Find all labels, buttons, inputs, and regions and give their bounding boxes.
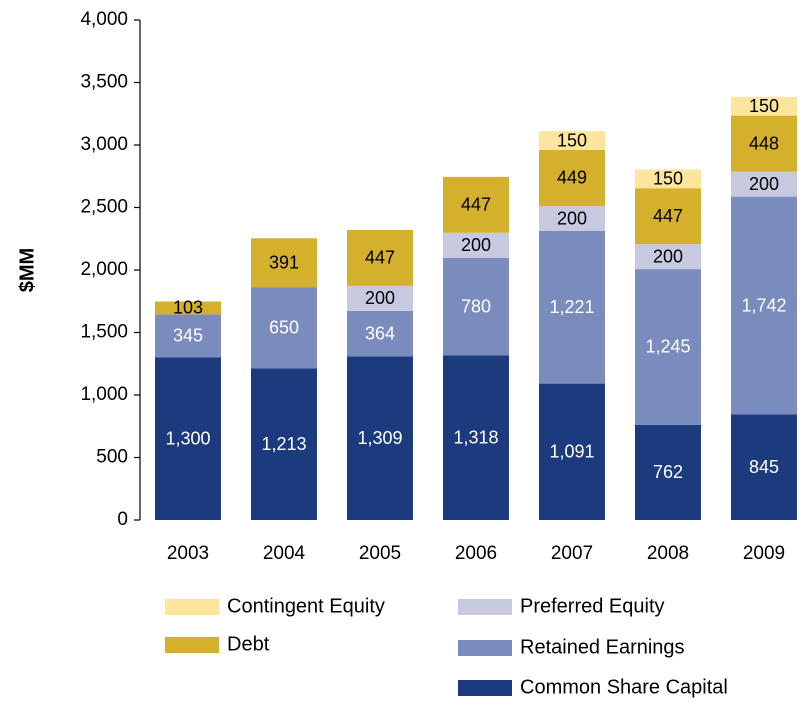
bar-segment xyxy=(635,169,701,189)
bar-segment xyxy=(251,368,317,520)
y-tick-label: 2,000 xyxy=(80,259,128,280)
value-label: 650 xyxy=(269,318,299,338)
bar-segment xyxy=(251,238,317,288)
value-label: 1,309 xyxy=(357,428,402,448)
legend-swatch xyxy=(165,637,219,653)
bar-segment xyxy=(155,314,221,358)
y-tick-label: 2,500 xyxy=(80,197,128,218)
y-tick-label: 3,500 xyxy=(80,72,128,93)
bar-segment xyxy=(539,231,605,384)
value-label: 845 xyxy=(749,457,779,477)
bar-segment xyxy=(731,414,797,520)
value-label: 150 xyxy=(653,169,683,189)
value-label: 1,213 xyxy=(261,434,306,454)
x-tick-label: 2003 xyxy=(167,543,209,564)
bar-segment xyxy=(443,257,509,356)
bar-segment xyxy=(443,355,509,520)
bar-segment xyxy=(635,188,701,245)
legend-label: Common Share Capital xyxy=(520,676,728,698)
value-label: 447 xyxy=(461,195,491,215)
bar-segment xyxy=(539,149,605,206)
legend-label: Debt xyxy=(227,633,270,655)
x-tick-label: 2009 xyxy=(743,543,785,564)
bar-segment xyxy=(443,232,509,258)
value-label: 200 xyxy=(557,208,587,228)
bar-segment xyxy=(443,176,509,233)
y-tick-label: 0 xyxy=(117,509,128,530)
bar-segment xyxy=(347,310,413,357)
value-label: 1,091 xyxy=(549,442,594,462)
y-tick-label: 3,000 xyxy=(80,134,128,155)
x-tick-label: 2005 xyxy=(359,543,401,564)
bar-segment xyxy=(347,356,413,520)
legend-label: Retained Earnings xyxy=(520,636,685,658)
bar-segment xyxy=(731,96,797,116)
value-label: 103 xyxy=(173,298,203,318)
bar-segment xyxy=(347,230,413,286)
legend-swatch xyxy=(458,680,512,696)
legend-label: Preferred Equity xyxy=(520,595,665,617)
value-label: 150 xyxy=(557,130,587,150)
value-label: 447 xyxy=(653,206,683,226)
x-tick-label: 2008 xyxy=(647,543,689,564)
bar-segment xyxy=(539,206,605,231)
bar-segment xyxy=(731,171,797,197)
x-tick-label: 2004 xyxy=(263,543,306,564)
y-axis-title: $MM xyxy=(16,248,38,292)
value-label: 200 xyxy=(461,235,491,255)
value-label: 200 xyxy=(653,246,683,266)
bar-segment xyxy=(635,424,701,520)
value-label: 448 xyxy=(749,133,779,153)
bar-segment xyxy=(155,357,221,520)
y-tick-label: 4,000 xyxy=(80,9,128,30)
bar-segment xyxy=(155,301,221,315)
x-tick-label: 2006 xyxy=(455,543,497,564)
value-label: 762 xyxy=(653,462,683,482)
value-label: 391 xyxy=(269,252,299,272)
value-label: 780 xyxy=(461,296,491,316)
bar-segment xyxy=(251,287,317,369)
value-label: 200 xyxy=(365,288,395,308)
value-label: 1,742 xyxy=(741,295,786,315)
bar-segment xyxy=(539,131,605,150)
value-label: 1,245 xyxy=(645,337,690,357)
value-label: 447 xyxy=(365,248,395,268)
value-label: 364 xyxy=(365,323,395,343)
bar-segment xyxy=(539,383,605,520)
bar-segment xyxy=(635,244,701,270)
value-label: 449 xyxy=(557,168,587,188)
legend-label: Contingent Equity xyxy=(227,595,385,617)
x-tick-label: 2007 xyxy=(551,543,593,564)
legend-swatch xyxy=(165,599,219,615)
value-label: 345 xyxy=(173,326,203,346)
bar-segment xyxy=(635,269,701,425)
value-label: 1,221 xyxy=(549,297,594,317)
value-label: 1,300 xyxy=(165,429,210,449)
y-tick-label: 1,500 xyxy=(80,322,128,343)
bar-segment xyxy=(731,115,797,172)
legend-swatch xyxy=(458,640,512,656)
y-tick-label: 1,000 xyxy=(80,384,128,405)
value-label: 150 xyxy=(749,96,779,116)
legend-swatch xyxy=(458,599,512,615)
y-tick-label: 500 xyxy=(96,447,128,468)
value-label: 200 xyxy=(749,174,779,194)
bar-segment xyxy=(731,196,797,415)
value-label: 1,318 xyxy=(453,427,498,447)
bar-segment xyxy=(347,285,413,311)
